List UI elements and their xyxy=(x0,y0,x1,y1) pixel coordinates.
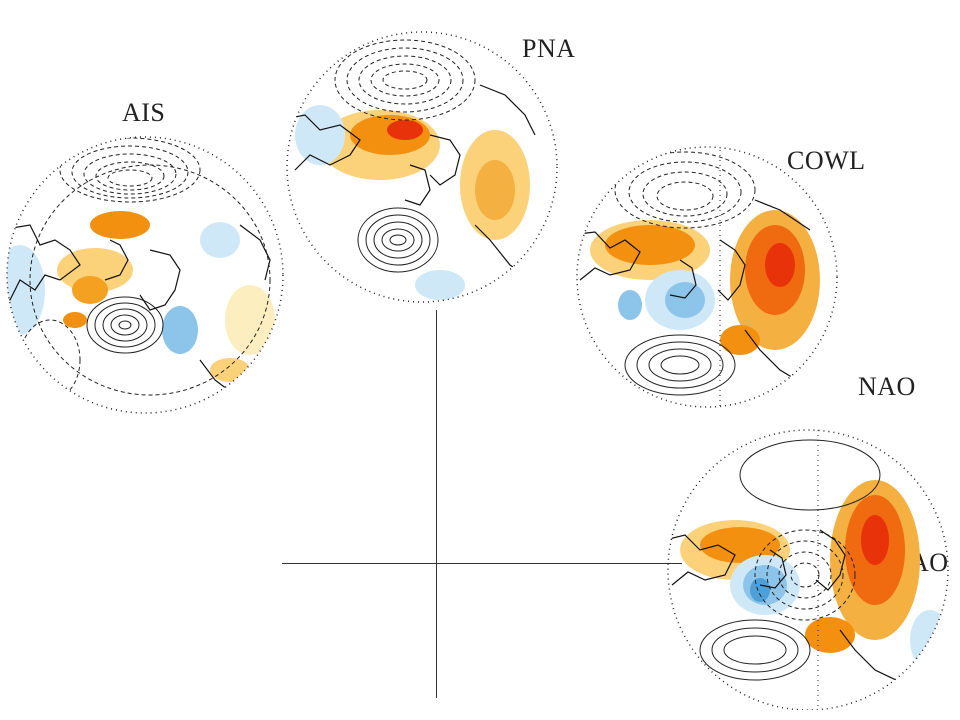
cool-anomaly xyxy=(750,578,770,602)
cool-anomaly xyxy=(162,306,198,354)
warm-anomaly xyxy=(700,527,780,563)
warm-anomaly xyxy=(63,312,87,328)
warm-anomaly xyxy=(765,243,795,287)
map-pna xyxy=(286,31,558,303)
vertical-axis-line xyxy=(436,310,437,698)
warm-anomaly xyxy=(90,211,150,239)
warm-anomaly xyxy=(225,285,275,355)
map-cowl xyxy=(576,146,838,408)
warm-anomaly xyxy=(605,225,695,265)
label-pna: PNA xyxy=(522,34,576,63)
cool-anomaly xyxy=(7,245,45,335)
map-ao xyxy=(667,429,949,710)
warm-anomaly xyxy=(387,120,423,140)
cool-anomaly xyxy=(618,290,642,320)
horizontal-axis-line xyxy=(282,563,682,564)
map-ais xyxy=(6,136,284,414)
label-ais: AIS xyxy=(122,98,166,127)
label-cowl: COWL xyxy=(787,146,866,175)
cool-anomaly xyxy=(665,282,705,318)
warm-anomaly xyxy=(861,515,889,565)
cool-anomaly xyxy=(415,270,465,300)
warm-anomaly xyxy=(805,617,855,653)
cool-anomaly xyxy=(200,222,240,258)
label-nao: NAO xyxy=(858,372,916,401)
warm-anomaly xyxy=(475,160,515,220)
warm-anomaly xyxy=(210,358,250,382)
cool-anomaly xyxy=(910,610,948,670)
cool-anomaly xyxy=(295,105,345,165)
warm-anomaly xyxy=(72,276,108,304)
warm-anomaly xyxy=(720,325,760,355)
